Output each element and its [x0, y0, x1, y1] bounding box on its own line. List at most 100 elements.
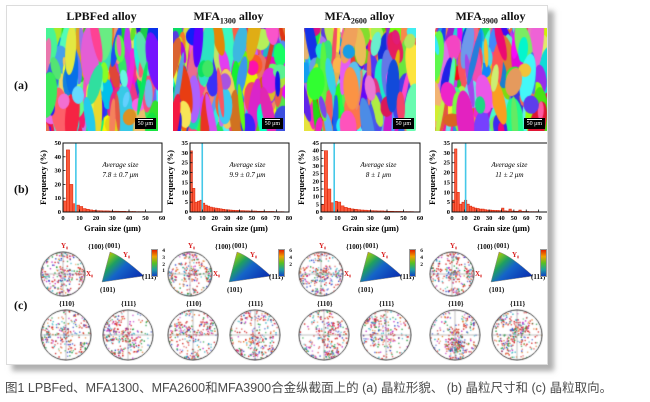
figure-caption: 图1 LPBFed、MFA1300、MFA2600和MFA3900合金纵截面上的… — [5, 381, 613, 395]
title-subscript: 1300 — [219, 16, 236, 26]
svg-text:9.9 ± 0.7 μm: 9.9 ± 0.7 μm — [229, 171, 265, 179]
ipf-y0-label: Y₀ — [381, 251, 389, 259]
svg-text:10: 10 — [334, 215, 341, 222]
x0-axis-label: X₀ — [213, 270, 221, 278]
svg-text:50: 50 — [55, 140, 62, 147]
ipf-y0-label: Y₀ — [250, 251, 258, 259]
svg-text:30: 30 — [109, 215, 116, 222]
title-base: MFA — [193, 9, 220, 23]
column-mfa1300: MFA1300 alloy 50 μm 0 5 10 15 20 25 30 35 0 10 20 3… — [165, 6, 292, 364]
scale-bar: 50 μm — [523, 117, 545, 129]
ipf-001-label: (001) — [363, 242, 379, 250]
svg-text:5: 5 — [447, 199, 451, 206]
ipf-001-label: (001) — [494, 242, 510, 250]
histogram-mfa1300: 0 5 10 15 20 25 30 35 0 10 20 30 40 50 60 70 80 Grain siz… — [165, 138, 292, 238]
x0-axis-label: X₀ — [86, 270, 94, 278]
svg-text:20: 20 — [212, 215, 219, 222]
histogram-lpbfed: 0 10 20 30 40 50 0 10 20 30 40 50 60 Grain size (μm) F… — [38, 138, 165, 238]
svg-text:25: 25 — [313, 171, 320, 178]
pole-figure-100-label: {100} — [215, 243, 232, 251]
svg-text:10: 10 — [444, 189, 451, 196]
svg-text:50: 50 — [400, 215, 407, 222]
svg-text:60: 60 — [261, 215, 268, 222]
svg-text:20: 20 — [182, 170, 189, 177]
svg-text:Frequency (%): Frequency (%) — [165, 150, 175, 205]
scale-bar: 50 μm — [261, 117, 283, 129]
svg-text:7.8 ± 0.7 μm: 7.8 ± 0.7 μm — [102, 171, 138, 179]
ebsd-map-image — [46, 28, 158, 131]
svg-text:Average size: Average size — [490, 161, 528, 169]
svg-text:30: 30 — [55, 168, 62, 175]
ipf-001-label: (001) — [232, 242, 248, 250]
svg-text:0: 0 — [61, 215, 64, 222]
title-suffix: alloy — [366, 9, 395, 23]
pole-figure-111-label: {111} — [121, 300, 137, 308]
scale-bar: 50 μm — [134, 117, 156, 129]
svg-text:30: 30 — [313, 163, 320, 170]
title-suffix: alloy — [235, 9, 264, 23]
ipf-colorbar — [409, 249, 416, 277]
y0-axis-label: Y₀ — [319, 242, 327, 250]
column-mfa2600: MFA2600 alloy 50 μm 0 5 10 15 20 25 30 35 40 45 0 1… — [296, 6, 423, 364]
x0-axis-label: X₀ — [344, 270, 352, 278]
svg-text:30: 30 — [182, 150, 189, 157]
pole-figure-100 — [167, 251, 213, 297]
svg-text:40: 40 — [236, 215, 243, 222]
ebsd-map-mfa3900: 50 μm — [435, 28, 547, 131]
svg-text:30: 30 — [367, 215, 374, 222]
ipf-colorbar — [151, 249, 158, 277]
svg-text:35: 35 — [444, 140, 451, 147]
pole-figure-110-label: {110} — [317, 300, 333, 308]
svg-text:70: 70 — [535, 215, 542, 222]
svg-text:10: 10 — [313, 194, 320, 201]
pole-figure-111 — [360, 309, 412, 361]
title-suffix: alloy — [497, 9, 526, 23]
svg-text:10: 10 — [182, 189, 189, 196]
scale-bar: 50 μm — [392, 117, 414, 129]
svg-text:15: 15 — [313, 186, 320, 193]
pole-figure-100 — [298, 251, 344, 297]
ipf-colorbar — [540, 249, 547, 277]
pole-figure-110-label: {110} — [186, 300, 202, 308]
svg-text:20: 20 — [351, 215, 358, 222]
svg-text:10: 10 — [199, 215, 206, 222]
svg-text:0: 0 — [450, 215, 453, 222]
svg-text:Average size: Average size — [228, 161, 266, 169]
ipf-triangle — [359, 251, 403, 283]
y0-axis-label: Y₀ — [450, 242, 458, 250]
svg-text:Frequency (%): Frequency (%) — [38, 150, 48, 205]
svg-text:20: 20 — [313, 178, 320, 185]
svg-text:0: 0 — [447, 209, 450, 216]
pole-figure-110-label: {110} — [59, 300, 75, 308]
ipf-101-label: (101) — [489, 286, 505, 294]
pole-figure-111 — [102, 309, 154, 361]
ipf-101-label: (101) — [358, 286, 374, 294]
svg-text:0: 0 — [185, 209, 188, 216]
ipf-111-label: (111) — [400, 273, 415, 281]
svg-text:0: 0 — [319, 215, 322, 222]
svg-text:Average size: Average size — [101, 161, 139, 169]
title-suffix: alloy — [109, 9, 137, 23]
column-title-lpbfed: LPBFed alloy — [38, 9, 165, 25]
svg-text:20: 20 — [444, 170, 451, 177]
pole-figures-bottom: {110} {111} — [427, 300, 547, 364]
svg-text:0: 0 — [188, 215, 191, 222]
pole-figure-100-label: {100} — [477, 243, 494, 251]
x0-axis-label: X₀ — [475, 270, 483, 278]
svg-text:40: 40 — [126, 215, 133, 222]
svg-text:80: 80 — [286, 215, 292, 222]
svg-text:50: 50 — [249, 215, 256, 222]
pole-figure-110-label: {110} — [448, 300, 464, 308]
histogram-mfa2600: 0 5 10 15 20 25 30 35 40 45 0 10 20 30 40 50 60 Grain siz… — [296, 138, 423, 238]
